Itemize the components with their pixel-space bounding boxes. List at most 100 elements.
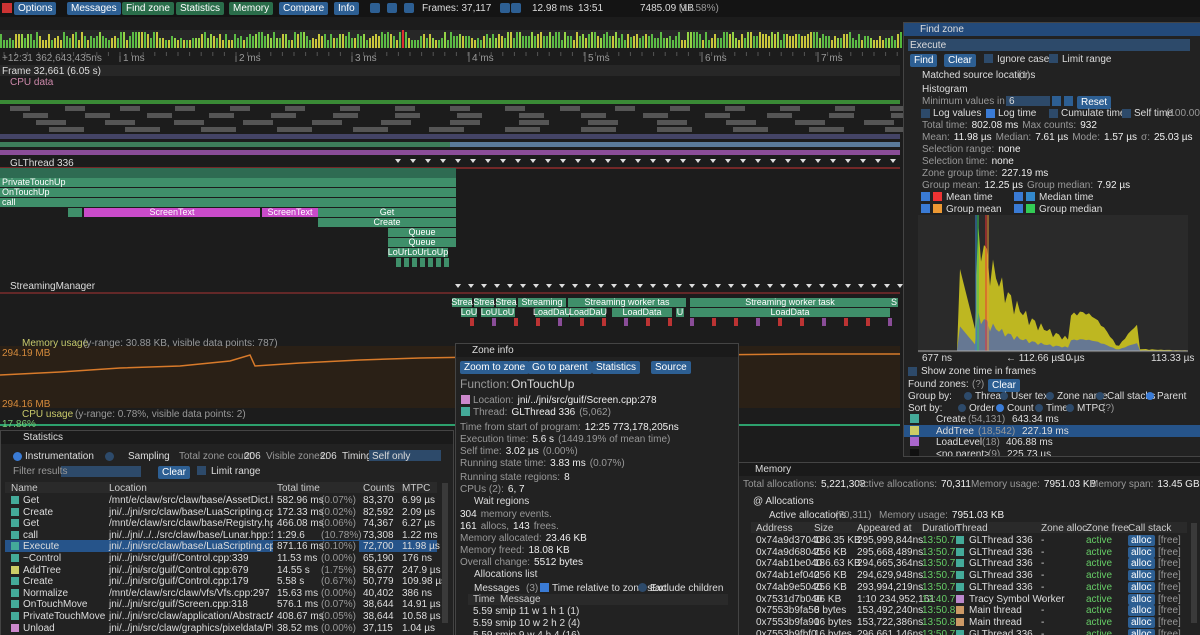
checkbox[interactable] [1014, 192, 1023, 201]
radio[interactable] [1066, 404, 1074, 412]
cell[interactable]: call [23, 529, 39, 541]
cell[interactable]: Create [23, 576, 54, 588]
search-input[interactable] [908, 39, 1190, 51]
find-button[interactable]: Find [910, 54, 938, 67]
radio[interactable] [638, 583, 647, 592]
free-link[interactable]: [free] [1158, 605, 1181, 617]
tree-node[interactable]: Allocations list [474, 569, 538, 580]
minus-button[interactable] [1052, 96, 1061, 106]
icon-button[interactable] [404, 3, 414, 13]
alloc-button[interactable]: alloc [1128, 628, 1155, 635]
radio[interactable] [1000, 392, 1008, 400]
checkbox[interactable] [908, 367, 917, 376]
alloc-button[interactable]: alloc [1128, 558, 1155, 570]
checkbox[interactable] [984, 54, 993, 63]
checkbox[interactable] [197, 466, 206, 475]
group-name[interactable]: <no parent> [936, 448, 990, 457]
icon-button[interactable] [387, 3, 397, 13]
column-header[interactable]: Address [756, 523, 793, 534]
radio[interactable] [964, 392, 972, 400]
alloc-button[interactable]: alloc [1128, 570, 1155, 582]
toolbar-button[interactable]: Find zone [122, 2, 174, 15]
tree-node[interactable]: Active allocations [769, 510, 847, 521]
cell[interactable]: Get [23, 495, 40, 506]
toolbar-button[interactable]: Go to parent [528, 361, 592, 374]
icon-button[interactable] [370, 3, 380, 13]
checkbox[interactable] [986, 109, 995, 118]
clear-button[interactable]: Clear [944, 54, 976, 67]
free-link[interactable]: [free] [1158, 558, 1181, 570]
close-button[interactable] [1188, 25, 1196, 33]
column-header[interactable]: Total time [277, 483, 320, 494]
toolbar-button[interactable]: Memory [229, 2, 274, 15]
toolbar-button[interactable]: Compare [279, 2, 329, 15]
column-header[interactable]: Appeared at [857, 523, 912, 534]
free-link[interactable]: [free] [1158, 593, 1181, 605]
alloc-button[interactable]: alloc [1128, 535, 1155, 546]
column-header[interactable]: Counts [363, 483, 395, 494]
number-input[interactable] [1006, 96, 1050, 106]
alloc-button[interactable]: alloc [1128, 593, 1155, 605]
column-header[interactable]: Zone free [1086, 523, 1129, 534]
group-name[interactable]: LoadLevel [936, 437, 983, 448]
tree-node[interactable]: @ Allocations [753, 496, 814, 507]
radio[interactable] [1035, 404, 1043, 412]
icon-button[interactable] [511, 3, 521, 13]
alloc-button[interactable]: alloc [1128, 616, 1155, 628]
tree-node[interactable]: Histogram [922, 84, 968, 95]
reset-button[interactable]: Reset [1077, 96, 1112, 109]
column-header[interactable]: Name [11, 483, 38, 494]
radio[interactable] [13, 452, 22, 461]
alloc-button[interactable]: alloc [1128, 605, 1155, 617]
cell[interactable]: PrivateTouchMove [23, 611, 106, 622]
radio[interactable] [1096, 392, 1104, 400]
column-header[interactable]: MTPC [402, 483, 431, 494]
clear-button[interactable]: Clear [158, 466, 190, 479]
group-name[interactable]: AddTree [936, 425, 974, 437]
free-link[interactable]: [free] [1158, 570, 1181, 582]
checkbox[interactable] [921, 192, 930, 201]
alloc-button[interactable]: alloc [1128, 581, 1155, 593]
toolbar-button[interactable]: Statistics [176, 2, 225, 15]
filter-input[interactable] [61, 466, 141, 477]
dropdown[interactable] [369, 450, 441, 461]
radio[interactable] [958, 404, 966, 412]
group-name[interactable]: Create [936, 414, 967, 425]
free-link[interactable]: [free] [1158, 616, 1181, 628]
tree-node[interactable]: Messages [474, 583, 520, 594]
radio[interactable] [996, 404, 1004, 412]
cell[interactable]: OnTouchMove [23, 599, 88, 611]
cell[interactable]: Unload [23, 622, 55, 634]
cell[interactable]: Get [23, 518, 40, 530]
toolbar-button[interactable]: Statistics [592, 361, 641, 374]
column-header[interactable]: Call stack [1128, 523, 1172, 534]
column-header[interactable]: Thread [956, 523, 988, 534]
checkbox[interactable] [540, 583, 549, 592]
close-button[interactable] [1189, 465, 1197, 473]
cell[interactable]: ~Control [23, 553, 62, 564]
icon-button[interactable] [500, 3, 510, 13]
toolbar-button[interactable]: Messages [67, 2, 121, 15]
toolbar-button[interactable]: Zoom to zone [460, 361, 530, 374]
column-header[interactable]: Size [814, 523, 834, 534]
free-link[interactable]: [free] [1158, 581, 1181, 593]
checkbox[interactable] [921, 204, 930, 213]
clear-button[interactable]: Clear [988, 379, 1020, 392]
close-button[interactable] [441, 433, 449, 441]
toolbar-button[interactable]: Source [651, 361, 691, 374]
cell[interactable]: Create [23, 506, 54, 518]
checkbox[interactable] [1049, 54, 1058, 63]
checkbox[interactable] [1049, 109, 1058, 118]
alloc-button[interactable]: alloc [1128, 546, 1155, 558]
cell[interactable]: AddTree [23, 564, 61, 576]
radio[interactable] [105, 452, 114, 461]
close-button[interactable] [726, 346, 734, 354]
toolbar-button[interactable]: Options [14, 2, 57, 15]
plus-button[interactable] [1064, 96, 1073, 106]
column-header[interactable]: Location [109, 483, 147, 494]
toolbar-button[interactable]: Info [334, 2, 359, 15]
radio[interactable] [1146, 392, 1154, 400]
radio[interactable] [1046, 392, 1054, 400]
column-header[interactable]: Zone alloc [1041, 523, 1088, 534]
free-link[interactable]: [free] [1158, 628, 1181, 635]
